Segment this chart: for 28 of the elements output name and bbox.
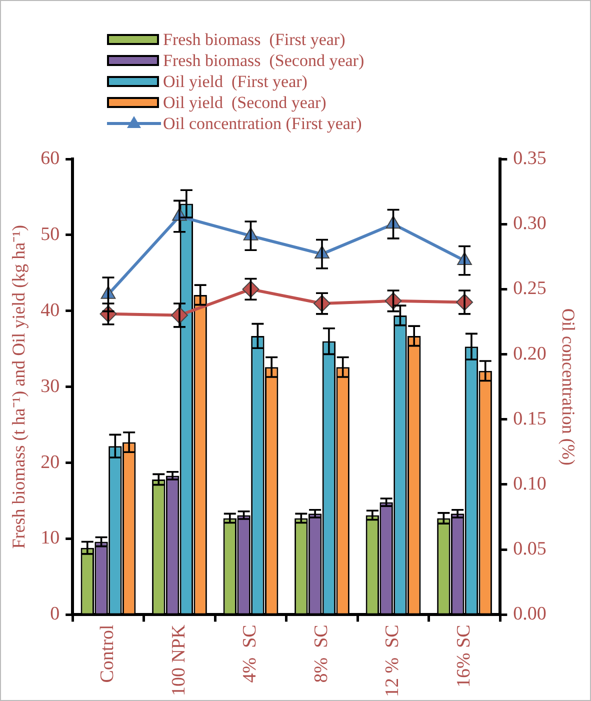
y2-tick-label: 0.30 xyxy=(513,213,546,234)
y2-tick-label: 0.35 xyxy=(513,148,546,169)
y2-tick-label: 0.25 xyxy=(513,278,546,300)
y-tick-label: 60 xyxy=(40,148,60,169)
x-tick-label: Control xyxy=(97,624,118,683)
x-tick-label: 12 % SC xyxy=(382,624,404,698)
x-tick-label: 100 NPK xyxy=(168,624,190,696)
y-tick-label: 20 xyxy=(40,452,60,473)
y-tick-label: 40 xyxy=(40,300,60,321)
y-tick-label: 30 xyxy=(40,376,60,397)
legend-label: Oil yield (Second year) xyxy=(163,92,326,113)
y-tick-label: 50 xyxy=(40,224,60,245)
y2-tick-label: 0.10 xyxy=(513,473,546,494)
y2-tick-label: 0.15 xyxy=(513,408,546,430)
legend-label: Fresh biomass (Second year) xyxy=(163,50,364,71)
y2-tick-label: 0.20 xyxy=(513,343,546,364)
y2-tick-label: 0.05 xyxy=(513,538,546,560)
y2-tick-label: 0.00 xyxy=(513,604,546,625)
y-tick-label: 0 xyxy=(50,604,60,625)
legend-label: Oil yield (First year) xyxy=(163,71,308,92)
y2-axis-title: Oil concentration (%) xyxy=(558,308,578,466)
x-tick-label: 16% SC xyxy=(454,624,475,688)
x-tick-label: 4% SC xyxy=(240,624,261,683)
y-tick-label: 10 xyxy=(40,528,60,549)
x-tick-label: 8% SC xyxy=(310,624,332,683)
legend-label: Oil concentration (First year) xyxy=(163,113,362,134)
y-axis-title: Fresh biomass (t ha⁻¹) and Oil yield (kg ha⁻¹) xyxy=(8,224,29,549)
legend-label: Fresh biomass (First year) xyxy=(163,29,346,50)
